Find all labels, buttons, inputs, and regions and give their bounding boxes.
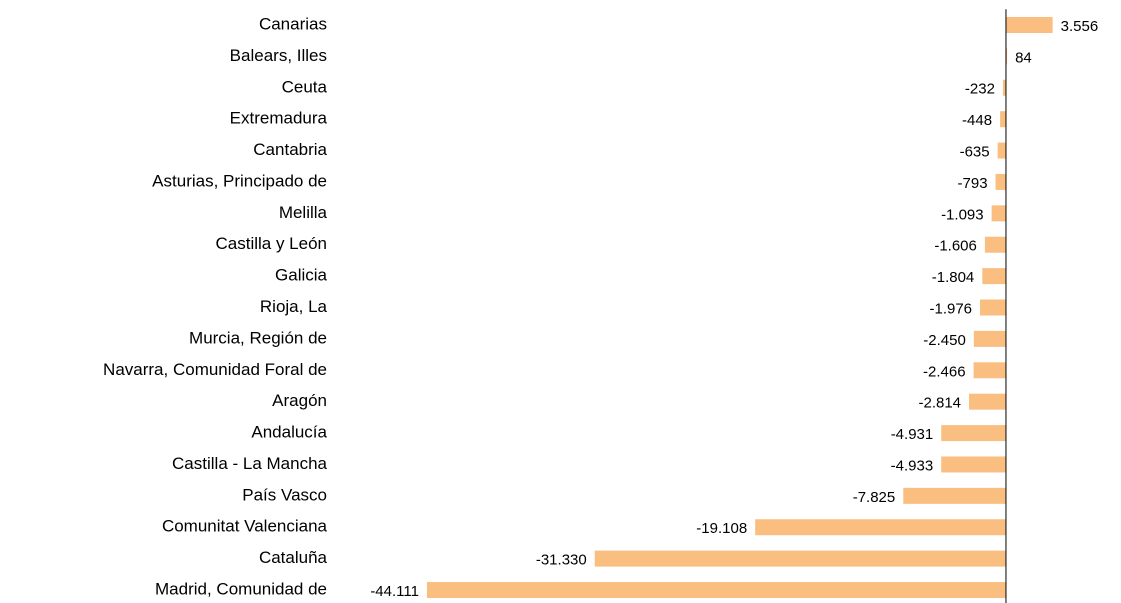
bar xyxy=(982,268,1006,285)
bar xyxy=(973,330,1006,347)
bar xyxy=(995,173,1006,190)
category-label: Extremadura xyxy=(230,109,328,128)
value-label: -31.330 xyxy=(536,552,587,569)
category-label: Asturias, Principado de xyxy=(152,171,327,190)
bar xyxy=(941,456,1006,473)
category-label: Cataluña xyxy=(259,548,328,567)
value-label: -793 xyxy=(958,175,988,192)
bar xyxy=(980,299,1006,316)
category-label: Rioja, La xyxy=(260,297,328,316)
category-label: Balears, Illes xyxy=(230,46,327,65)
bar xyxy=(997,142,1006,159)
value-label: -7.825 xyxy=(853,489,896,506)
bar xyxy=(969,393,1006,410)
bar xyxy=(984,236,1006,253)
value-label: 84 xyxy=(1015,49,1032,66)
category-label: Aragón xyxy=(272,391,327,410)
bar xyxy=(594,550,1006,567)
bar xyxy=(1000,111,1006,128)
value-label: -635 xyxy=(960,144,990,161)
value-label: -4.933 xyxy=(891,457,934,474)
value-label: -2.450 xyxy=(923,332,966,349)
category-label: Murcia, Región de xyxy=(189,328,327,347)
value-label: -19.108 xyxy=(696,520,747,537)
value-label: -1.976 xyxy=(929,300,972,317)
category-label: Madrid, Comunidad de xyxy=(155,579,327,598)
bar xyxy=(426,582,1006,599)
category-label: Andalucía xyxy=(251,423,327,442)
bar xyxy=(973,362,1006,379)
bar xyxy=(1005,16,1053,33)
bar xyxy=(991,205,1006,222)
category-label: Ceuta xyxy=(282,77,328,96)
value-label: -4.931 xyxy=(891,426,934,443)
value-label: -2.814 xyxy=(918,395,961,412)
category-label: Castilla y León xyxy=(215,234,327,253)
bar xyxy=(1002,79,1006,96)
bar xyxy=(903,487,1006,504)
value-label: -232 xyxy=(965,81,995,98)
value-label: -44.111 xyxy=(370,583,419,600)
bar xyxy=(941,425,1006,442)
category-label: Cantabria xyxy=(253,140,327,159)
category-label: Comunitat Valenciana xyxy=(162,517,328,536)
value-label: -1.606 xyxy=(934,238,977,255)
category-label: País Vasco xyxy=(242,485,327,504)
bar xyxy=(1005,48,1008,65)
category-label: Navarra, Comunidad Foral de xyxy=(103,360,327,379)
value-label: -1.093 xyxy=(941,206,984,223)
category-label: Galicia xyxy=(275,266,328,285)
category-label: Castilla - La Mancha xyxy=(172,454,328,473)
value-label: -2.466 xyxy=(923,363,966,380)
value-label: -1.804 xyxy=(932,269,975,286)
value-label: -448 xyxy=(962,112,992,129)
value-label: 3.556 xyxy=(1061,18,1099,35)
bar xyxy=(755,519,1006,536)
category-label: Melilla xyxy=(279,203,328,222)
category-label: Canarias xyxy=(259,14,327,33)
